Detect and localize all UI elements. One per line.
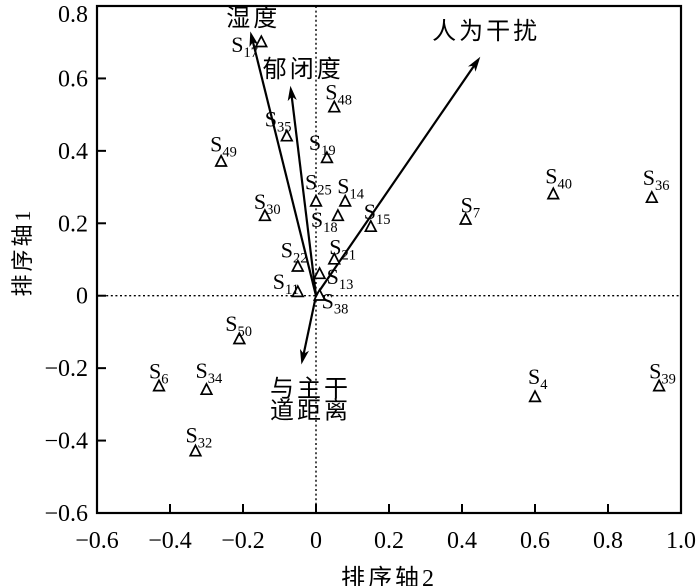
site-label-S21: S21 [329,235,356,264]
vector-arrow-distance-to-main-road [302,295,318,356]
site-label-S25: S25 [305,170,332,199]
x-axis-tick-label: 0.8 [593,528,623,554]
site-marker-S32 [188,443,203,457]
x-axis-tick-label: −0.4 [148,528,192,554]
site-label-S22: S22 [281,238,308,267]
site-label-S50: S50 [225,311,252,340]
vector-arrow-human-disturbance [315,63,477,297]
site-label-S4: S4 [528,364,548,393]
site-label-S19: S19 [309,130,336,159]
site-label-S34: S34 [196,358,224,387]
site-label-S30: S30 [254,189,281,218]
y-axis-tick-label: 0.2 [58,211,88,237]
site-marker-S50 [232,331,247,345]
site-label-S13: S13 [327,264,354,293]
y-axis-tick-label: 0.6 [58,66,88,92]
site-label-S11: S11 [273,269,299,298]
site-label-S38: S38 [322,289,349,318]
site-marker-S11 [290,284,305,298]
site-marker-S30 [258,208,272,222]
x-axis-tick-label: 0.6 [520,528,550,554]
y-axis-tick-label: 0.4 [58,139,88,165]
vector-label-human-disturbance: 人为干扰 [432,18,540,45]
site-label-S35: S35 [265,106,292,135]
site-label-S7: S7 [461,193,481,222]
site-label-S18: S18 [311,207,338,236]
site-marker-S34 [199,382,214,396]
site-label-S14: S14 [337,174,365,203]
x-axis-title: 排序轴2 [341,566,437,586]
x-axis-tick-label: −0.6 [75,528,119,554]
site-label-S40: S40 [545,163,572,192]
y-axis-tick-label: 0.8 [58,2,88,28]
vector-arrowhead-canopy-closure [287,85,297,102]
site-marker-S39 [652,378,666,392]
x-axis-tick-label: 0 [310,528,322,554]
vector-arrow-canopy-closure [290,94,318,296]
site-label-S32: S32 [186,422,213,451]
site-marker-S15 [363,219,378,233]
y-axis-title: 排序轴1 [10,207,35,297]
site-marker-S25 [309,193,323,207]
site-marker-S48 [327,99,341,113]
site-marker-S19 [320,150,334,164]
vector-label-distance-to-main-road: 与主干道距离 [270,376,351,425]
site-label-S39: S39 [649,358,676,387]
y-axis-tick-label: −0.6 [44,501,88,527]
site-label-S36: S36 [643,165,670,194]
site-marker-S13 [312,266,327,280]
site-marker-S49 [214,153,228,167]
site-marker-S22 [290,258,305,272]
site-label-S15: S15 [364,199,391,228]
vector-arrowhead-humidity [249,31,259,47]
x-axis-tick-label: 0.4 [447,528,477,554]
site-marker-S40 [546,186,560,200]
site-marker-S7 [458,211,473,225]
vector-label-humidity: 湿度 [226,5,280,32]
site-marker-S36 [645,190,659,204]
x-axis-tick-label: −0.2 [221,528,265,554]
site-label-S48: S48 [325,79,352,108]
site-marker-S6 [152,378,166,392]
site-marker-S17 [254,34,268,48]
site-marker-S38 [312,287,327,301]
x-axis-tick-label: 0.2 [374,528,404,554]
vector-arrowhead-human-disturbance [468,56,481,72]
vector-arrowhead-distance-to-main-road [300,348,309,365]
site-marker-S4 [528,389,542,403]
y-axis-tick-label: −0.2 [44,356,88,382]
vector-label-canopy-closure: 郁闭度 [263,56,344,83]
y-axis-tick-label: −0.4 [44,429,88,455]
site-label-S49: S49 [210,132,237,161]
site-marker-S35 [280,128,294,142]
site-label-S6: S6 [149,358,169,387]
vector-arrow-humidity [251,39,318,296]
site-marker-S14 [338,193,352,207]
site-marker-S21 [327,251,341,265]
site-label-S17: S17 [231,32,258,61]
site-marker-S18 [331,208,345,222]
y-axis-tick-label: 0 [76,284,88,310]
x-axis-tick-label: 1.0 [666,528,696,554]
